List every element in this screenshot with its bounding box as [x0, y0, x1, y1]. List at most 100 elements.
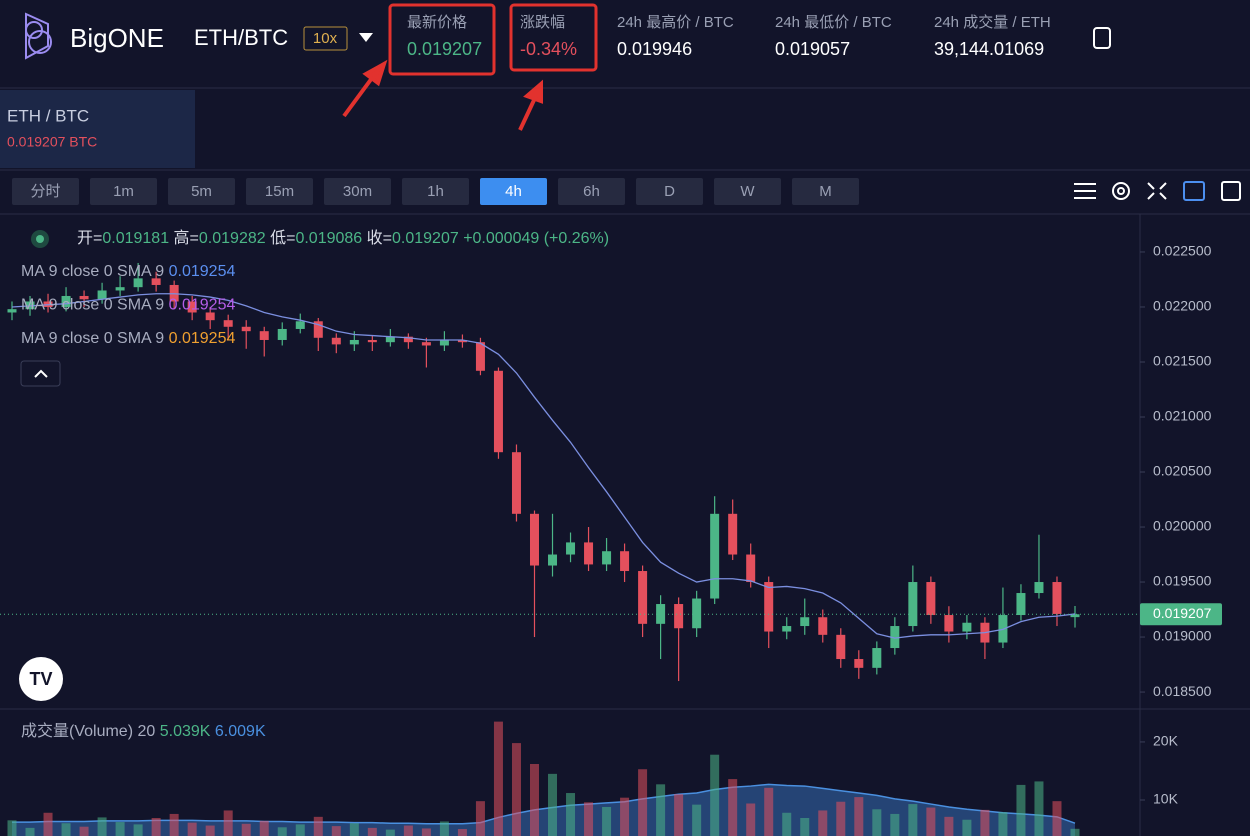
interval-button[interactable] — [558, 178, 625, 205]
candle-body — [475, 342, 485, 371]
dropdown-arrow[interactable] — [359, 33, 373, 42]
interval-label: 6h — [583, 183, 600, 200]
stat-label: 24h 成交量 / ETH — [934, 13, 1051, 31]
interval-button[interactable] — [636, 178, 703, 205]
volume-bar — [854, 797, 864, 836]
y-tick-label: 0.021500 — [1153, 353, 1212, 369]
volume-bar — [133, 824, 143, 836]
candle-body — [277, 328, 287, 340]
volume-bar — [7, 820, 17, 836]
volume-bar — [43, 812, 53, 836]
highlight-box — [388, 3, 496, 76]
candle-body — [61, 295, 71, 307]
interval-label: D — [664, 183, 675, 200]
interval-button[interactable] — [324, 178, 391, 205]
ma-line — [11, 293, 1076, 639]
y-tick-label: 0.020000 — [1153, 518, 1212, 534]
candle-body — [187, 301, 197, 313]
volume-bar — [818, 810, 828, 836]
volume-bar — [421, 828, 431, 836]
y-tick-label: 0.022500 — [1153, 243, 1212, 259]
stat-value: 0.019207 — [407, 39, 482, 59]
volume-bar — [836, 801, 846, 836]
interval-label: W — [740, 183, 755, 200]
y-tick-label: 0.022000 — [1153, 298, 1212, 314]
candle-body — [439, 339, 449, 346]
candle-body — [890, 626, 900, 649]
candle-body — [259, 331, 269, 340]
candle-body — [692, 598, 702, 629]
interval-button[interactable] — [246, 178, 313, 205]
interval-button[interactable] — [792, 178, 859, 205]
volume-bar — [980, 809, 990, 836]
sidebar-price: 0.019207 BTC — [7, 134, 97, 150]
volume-bar — [548, 773, 558, 836]
volume-bar — [97, 817, 107, 836]
volume-bar — [457, 829, 467, 836]
stat-value: 0.019057 — [775, 39, 850, 59]
interval-button[interactable] — [12, 178, 79, 205]
volume-bar — [313, 816, 323, 836]
candle-body — [151, 278, 161, 285]
pair[interactable]: ETH/BTC — [194, 25, 288, 50]
candle-body — [457, 339, 467, 343]
volume-bar — [746, 803, 756, 836]
interval-button[interactable] — [714, 178, 781, 205]
candle-body — [79, 295, 89, 300]
doc-icon[interactable] — [1093, 27, 1111, 49]
interval-label: 4h — [505, 183, 522, 200]
candle-body — [133, 278, 143, 288]
volume-bar — [205, 825, 215, 836]
candle-body — [638, 571, 648, 624]
candle-body — [746, 554, 756, 583]
candle-body — [764, 582, 774, 632]
interval-button[interactable] — [480, 178, 547, 205]
candle-body — [331, 337, 341, 345]
last-price-box — [1140, 603, 1222, 626]
interval-label: M — [819, 183, 832, 200]
ohlc-value: 0.019086 — [295, 230, 362, 247]
volume-bar — [656, 784, 666, 836]
volume-bar — [926, 807, 936, 836]
sidebar-tile[interactable] — [0, 90, 195, 168]
candle-body — [1034, 582, 1044, 594]
volume-bar — [620, 797, 630, 836]
interval-button[interactable] — [402, 178, 469, 205]
interval-button[interactable] — [168, 178, 235, 205]
volume-ma-value: 6.009K — [215, 723, 266, 740]
ohlc-change: +0.000049 (+0.26%) — [463, 230, 609, 247]
stat-label: 24h 最高价 / BTC — [617, 14, 734, 31]
candle-body — [349, 339, 359, 345]
collapse-button[interactable] — [20, 360, 61, 387]
volume-bar — [475, 801, 485, 836]
ohlc-value: 0.019282 — [199, 230, 266, 247]
interval-label: 1m — [113, 183, 134, 200]
interval-label: 分时 — [30, 183, 60, 200]
candle-body — [403, 336, 413, 343]
volume-bar — [692, 804, 702, 836]
volume-bar — [385, 829, 395, 836]
interval-button[interactable] — [90, 178, 157, 205]
candle-body — [223, 320, 233, 327]
volume-bar — [1070, 828, 1080, 836]
volume-bar — [295, 824, 305, 836]
volume-bar — [728, 779, 738, 836]
volume-bar — [511, 743, 521, 836]
candle-body — [674, 604, 684, 629]
volume-bar — [998, 812, 1008, 836]
candle-body — [926, 582, 936, 616]
interval-label: 5m — [191, 183, 212, 200]
ma-label: MA 9 close 0 SMA 9 — [21, 330, 164, 347]
candle-body — [313, 321, 323, 338]
toolbar-icons[interactable] — [1074, 181, 1241, 201]
volume-bar — [872, 809, 882, 836]
volume-value: 5.039K — [160, 723, 211, 740]
volume-bar — [151, 818, 161, 836]
ma-legend: MA 9 close 0 SMA 9 0.019254 — [21, 330, 235, 347]
candle-body — [1070, 614, 1080, 618]
tv-logo-mark: TV — [29, 669, 52, 689]
volume-bar — [908, 804, 918, 836]
volume-bar — [566, 793, 576, 836]
